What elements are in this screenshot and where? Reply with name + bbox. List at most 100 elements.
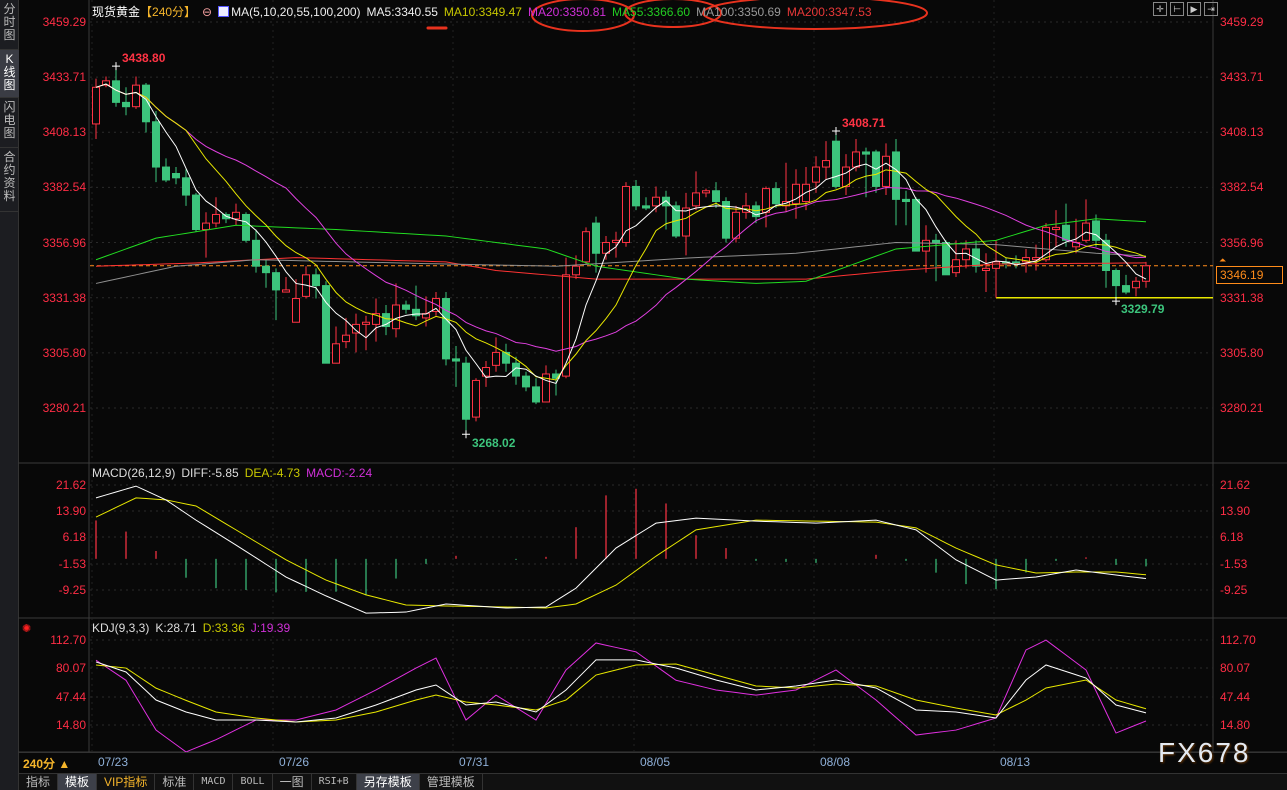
- candle-up: [982, 267, 990, 272]
- candle-up: [692, 192, 700, 207]
- candle-up: [822, 160, 830, 168]
- range-icon[interactable]: ⊢: [1170, 2, 1184, 16]
- candle-up: [792, 183, 800, 205]
- candle-down: [252, 239, 260, 267]
- tab-4[interactable]: MACD: [194, 774, 234, 790]
- current-price-box: 3346.19: [1216, 266, 1283, 284]
- candle-up: [232, 211, 240, 220]
- tab-3[interactable]: 标准: [155, 774, 195, 790]
- candle-up: [282, 289, 290, 293]
- macd-tick-left: 6.18: [62, 530, 86, 544]
- tab-5[interactable]: BOLL: [233, 774, 273, 790]
- tab-2[interactable]: VIP指标: [97, 774, 156, 790]
- candle-up: [842, 166, 850, 187]
- annotation-circle-ma55: [624, 0, 722, 28]
- d-value: D:33.36: [202, 621, 245, 635]
- diff-value: DIFF:-5.85: [181, 466, 239, 480]
- candle-down: [532, 386, 540, 403]
- tab-8[interactable]: 另存模板: [356, 774, 420, 790]
- macd-tick-left: 21.62: [55, 478, 86, 492]
- extreme-marker: [1112, 297, 1120, 306]
- candle-down: [1062, 224, 1070, 241]
- candle-down: [932, 239, 940, 243]
- candle-up: [1132, 280, 1140, 289]
- kdj-tick-left: 47.44: [55, 690, 86, 704]
- play-icon[interactable]: ▶: [1187, 2, 1201, 16]
- price-tick-left: 3382.54: [42, 180, 86, 195]
- period-selector[interactable]: 240分 ▲: [23, 757, 71, 771]
- ma-chart-icon[interactable]: [218, 6, 230, 17]
- annotation-circle-ma20: [531, 0, 635, 32]
- macd-tick-left: -1.53: [58, 557, 86, 571]
- ma20-line: [95, 83, 1147, 352]
- candle-down: [892, 151, 900, 200]
- candle-down: [162, 166, 170, 181]
- extreme-marker: [462, 430, 470, 439]
- settings-icon[interactable]: ⊖: [202, 5, 213, 19]
- candle-down: [262, 265, 270, 274]
- macd-tick-right: -1.53: [1220, 557, 1248, 571]
- candle-up: [342, 334, 350, 343]
- macd-legend: MACD(26,12,9) DIFF:-5.85 DEA:-4.73 MACD:-2.…: [92, 466, 378, 480]
- candle-up: [392, 304, 400, 330]
- candle-down: [592, 222, 600, 254]
- expand-up-icon[interactable]: ⏶: [1219, 255, 1227, 265]
- candle-down: [242, 213, 250, 241]
- sidebar-item-kline[interactable]: K线图: [0, 50, 19, 98]
- candle-down: [722, 201, 730, 239]
- tab-1[interactable]: 模板: [58, 774, 98, 790]
- candle-up: [652, 196, 660, 207]
- candle-up: [362, 321, 370, 325]
- candle-down: [972, 248, 980, 267]
- tab-7[interactable]: RSI+B: [312, 774, 357, 790]
- candle-up: [1052, 226, 1060, 231]
- tab-0[interactable]: 指标: [19, 774, 59, 790]
- sidebar-item-flash-chart[interactable]: 闪电图: [0, 98, 19, 148]
- candle-down: [452, 358, 460, 362]
- candle-down: [902, 198, 910, 203]
- candle-up: [212, 213, 220, 224]
- candle-up: [572, 265, 580, 276]
- kdj-legend: KDJ(9,3,3) K:28.71 D:33.36 J:19.39: [92, 621, 296, 635]
- kdj-k-line: [95, 659, 1147, 723]
- crosshair-icon[interactable]: ✛: [1153, 2, 1167, 16]
- alert-icon[interactable]: ✺: [22, 623, 32, 635]
- candle-up: [102, 80, 110, 86]
- ma100-value: MA100:3350.69: [696, 5, 781, 19]
- kdj-tick-left: 14.80: [55, 718, 86, 732]
- kdj-params: KDJ(9,3,3): [92, 621, 150, 635]
- sidebar-item-timeshare[interactable]: 分时图: [0, 0, 19, 50]
- fx678-watermark: FX678: [1158, 737, 1251, 768]
- macd-value: MACD:-2.24: [306, 466, 373, 480]
- kdj-tick-right: 47.44: [1220, 690, 1251, 704]
- high-label-2: 3408.71: [842, 116, 886, 130]
- ma55-line: [95, 218, 1147, 284]
- candle-up: [962, 248, 970, 261]
- price-tick-right: 3280.21: [1220, 400, 1264, 415]
- date-label: 07/23: [98, 755, 129, 769]
- price-tick-left: 3356.96: [42, 235, 86, 250]
- kdj-d-line: [95, 663, 1147, 723]
- candle-down: [1102, 239, 1110, 272]
- j-value: J:19.39: [250, 621, 291, 635]
- tab-9[interactable]: 管理模板: [420, 774, 483, 790]
- kdj-tick-right: 14.80: [1220, 718, 1251, 732]
- move-right-icon[interactable]: ⇥: [1204, 2, 1218, 16]
- candle-up: [372, 313, 380, 325]
- candle-down: [172, 173, 180, 179]
- candle-down: [662, 196, 670, 207]
- price-tick-right: 3356.96: [1220, 235, 1264, 250]
- price-tick-right: 3408.13: [1220, 125, 1264, 140]
- sidebar-item-contract-info[interactable]: 合约资料: [0, 148, 19, 212]
- ma-params: MA(5,10,20,55,100,200): [231, 5, 361, 19]
- candle-up: [1142, 265, 1150, 282]
- ma200-value: MA200:3347.53: [786, 5, 872, 19]
- candle-down: [1112, 270, 1120, 287]
- candle-down: [142, 84, 150, 123]
- candle-down: [382, 313, 390, 328]
- time-axis: [19, 752, 1287, 773]
- tab-6[interactable]: 一图: [273, 774, 312, 790]
- macd-tick-right: -9.25: [1220, 583, 1248, 597]
- ma200-line: [95, 257, 1147, 280]
